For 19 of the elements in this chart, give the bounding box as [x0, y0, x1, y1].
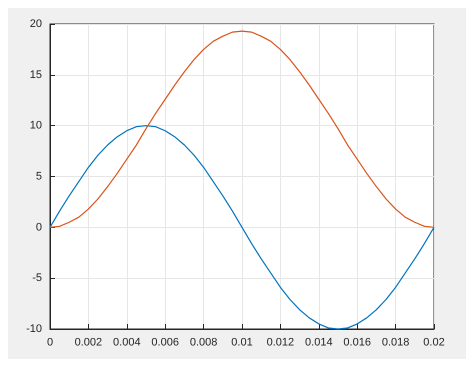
x-tick-label: 0.002 [74, 336, 102, 348]
y-tick-label: -10 [26, 323, 42, 335]
x-tick-label: 0 [46, 336, 54, 348]
y-tick-label: 20 [30, 18, 42, 30]
y-tick-label: 0 [36, 221, 42, 234]
x-tick-label: 0.004 [113, 336, 141, 348]
y-tick-label: 15 [30, 68, 42, 81]
y-tick-label: 10 [30, 120, 42, 132]
y-tick-label: -5 [32, 272, 42, 284]
x-tick-label: 0.01 [231, 336, 253, 348]
x-tick-label: 0.016 [343, 336, 371, 348]
x-tick-label: 0.006 [151, 336, 179, 348]
x-tick-label: 0.012 [266, 336, 294, 348]
x-tick-label: 0.02 [423, 336, 445, 348]
x-tick-label: 0.018 [382, 336, 410, 348]
y-tick-label: 5 [36, 170, 42, 182]
line-series [49, 30, 435, 228]
x-tick-label: 0.008 [190, 336, 218, 348]
x-tick-label: 0.014 [305, 336, 333, 348]
